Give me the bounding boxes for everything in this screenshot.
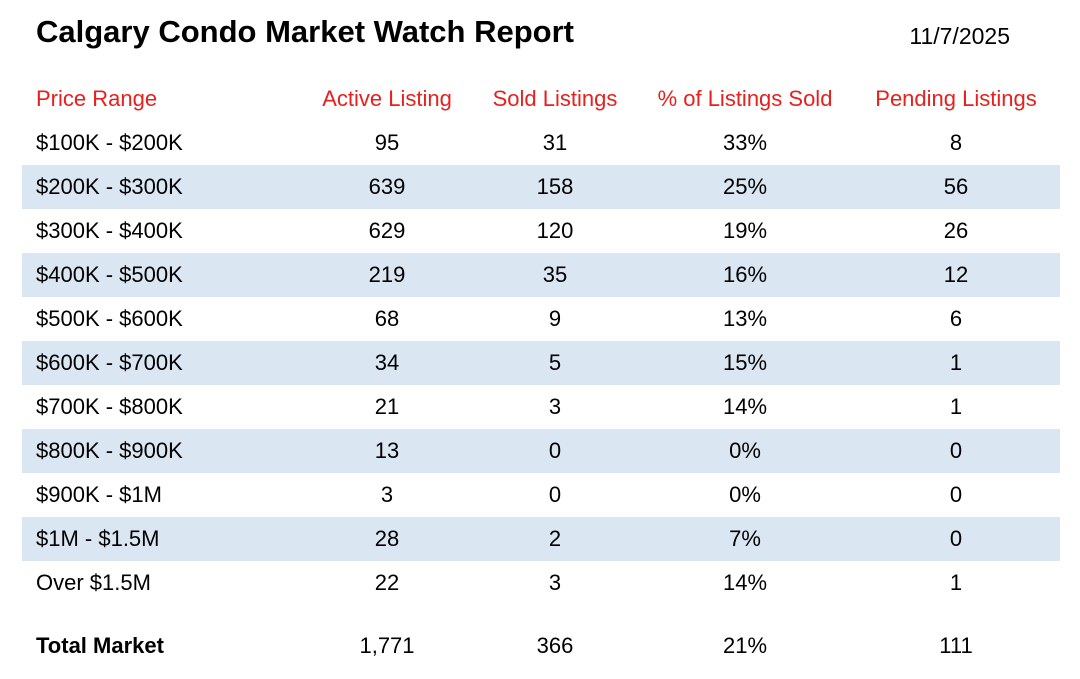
sold-listings-cell: 31 bbox=[542, 130, 568, 155]
table-row: Over $1.5M 22 3 14% 1 bbox=[22, 561, 1060, 605]
pending-listings-cell: 1 bbox=[949, 350, 963, 375]
sold-listings-cell: 3 bbox=[548, 570, 562, 595]
price-range-cell: $700K - $800K bbox=[36, 394, 183, 419]
active-listing-cell: 629 bbox=[368, 218, 406, 243]
table-row: $1M - $1.5M 28 2 7% 0 bbox=[22, 517, 1060, 561]
table-total-row: Total Market 1,771 366 21% 111 bbox=[22, 624, 1060, 668]
pending-listings-cell: 6 bbox=[949, 306, 963, 331]
sold-listings-cell: 3 bbox=[548, 394, 562, 419]
sold-listings-cell: 2 bbox=[548, 526, 562, 551]
table-row: $400K - $500K 219 35 16% 12 bbox=[22, 253, 1060, 297]
table-row: $900K - $1M 3 0 0% 0 bbox=[22, 473, 1060, 517]
column-header-pending-listings: Pending Listings bbox=[875, 86, 1037, 111]
pending-listings-cell: 12 bbox=[943, 262, 969, 287]
sold-listings-cell: 0 bbox=[548, 438, 562, 463]
total-pct-sold: 21% bbox=[722, 633, 768, 658]
column-header-sold-listings: Sold Listings bbox=[492, 86, 618, 111]
price-range-cell: Over $1.5M bbox=[36, 570, 151, 595]
pending-listings-cell: 0 bbox=[949, 482, 963, 507]
pending-listings-cell: 56 bbox=[943, 174, 969, 199]
pct-listings-sold-cell: 33% bbox=[722, 130, 768, 155]
active-listing-cell: 95 bbox=[374, 130, 400, 155]
pending-listings-cell: 0 bbox=[949, 438, 963, 463]
total-active: 1,771 bbox=[359, 633, 415, 658]
pending-listings-cell: 0 bbox=[949, 526, 963, 551]
report-date: 11/7/2025 bbox=[909, 23, 1010, 49]
price-range-cell: $400K - $500K bbox=[36, 262, 183, 287]
price-range-cell: $200K - $300K bbox=[36, 174, 183, 199]
column-header-active-listing: Active Listing bbox=[322, 86, 452, 111]
sold-listings-cell: 158 bbox=[536, 174, 574, 199]
table-row: $800K - $900K 13 0 0% 0 bbox=[22, 429, 1060, 473]
column-header-price-range: Price Range bbox=[36, 86, 158, 111]
pending-listings-cell: 8 bbox=[949, 130, 963, 155]
pending-listings-cell: 1 bbox=[949, 570, 963, 595]
column-header-pct-listings-sold: % of Listings Sold bbox=[657, 86, 833, 111]
table-row: $200K - $300K 639 158 25% 56 bbox=[22, 165, 1060, 209]
price-range-cell: $600K - $700K bbox=[36, 350, 183, 375]
table-row: $300K - $400K 629 120 19% 26 bbox=[22, 209, 1060, 253]
pct-listings-sold-cell: 15% bbox=[722, 350, 768, 375]
sold-listings-cell: 120 bbox=[536, 218, 574, 243]
sold-listings-cell: 0 bbox=[548, 482, 562, 507]
active-listing-cell: 28 bbox=[374, 526, 400, 551]
table-row: $100K - $200K 95 31 33% 8 bbox=[22, 121, 1060, 165]
table-row: $600K - $700K 34 5 15% 1 bbox=[22, 341, 1060, 385]
pct-listings-sold-cell: 25% bbox=[722, 174, 768, 199]
table-row: $500K - $600K 68 9 13% 6 bbox=[22, 297, 1060, 341]
sold-listings-cell: 5 bbox=[548, 350, 562, 375]
report-header: Calgary Condo Market Watch Report 11/7/2… bbox=[36, 14, 1010, 50]
price-range-cell: $300K - $400K bbox=[36, 218, 183, 243]
price-range-cell: $900K - $1M bbox=[36, 482, 162, 507]
market-table-body: $100K - $200K 95 31 33% 8 $200K - $300K … bbox=[22, 121, 1060, 605]
active-listing-cell: 13 bbox=[374, 438, 400, 463]
pct-listings-sold-cell: 16% bbox=[722, 262, 768, 287]
pct-listings-sold-cell: 14% bbox=[722, 394, 768, 419]
active-listing-cell: 639 bbox=[368, 174, 406, 199]
total-sold: 366 bbox=[536, 633, 574, 658]
pct-listings-sold-cell: 19% bbox=[722, 218, 768, 243]
sold-listings-cell: 9 bbox=[548, 306, 562, 331]
sold-listings-cell: 35 bbox=[542, 262, 568, 287]
active-listing-cell: 34 bbox=[374, 350, 400, 375]
total-pending: 111 bbox=[939, 633, 973, 658]
page-title: Calgary Condo Market Watch Report bbox=[36, 14, 574, 49]
price-range-cell: $100K - $200K bbox=[36, 130, 183, 155]
pct-listings-sold-cell: 13% bbox=[722, 306, 768, 331]
market-table: Price Range Active Listing Sold Listings… bbox=[22, 77, 1060, 668]
pct-listings-sold-cell: 0% bbox=[729, 438, 761, 463]
active-listing-cell: 68 bbox=[374, 306, 400, 331]
table-header-row: Price Range Active Listing Sold Listings… bbox=[22, 77, 1060, 121]
table-row: $700K - $800K 21 3 14% 1 bbox=[22, 385, 1060, 429]
active-listing-cell: 3 bbox=[380, 482, 394, 507]
pct-listings-sold-cell: 14% bbox=[722, 570, 768, 595]
price-range-cell: $800K - $900K bbox=[36, 438, 183, 463]
pct-listings-sold-cell: 0% bbox=[729, 482, 761, 507]
active-listing-cell: 21 bbox=[374, 394, 400, 419]
pending-listings-cell: 1 bbox=[949, 394, 963, 419]
pending-listings-cell: 26 bbox=[943, 218, 969, 243]
price-range-cell: $1M - $1.5M bbox=[36, 526, 160, 551]
total-label: Total Market bbox=[36, 633, 164, 658]
price-range-cell: $500K - $600K bbox=[36, 306, 183, 331]
active-listing-cell: 219 bbox=[368, 262, 406, 287]
active-listing-cell: 22 bbox=[374, 570, 400, 595]
pct-listings-sold-cell: 7% bbox=[729, 526, 761, 551]
